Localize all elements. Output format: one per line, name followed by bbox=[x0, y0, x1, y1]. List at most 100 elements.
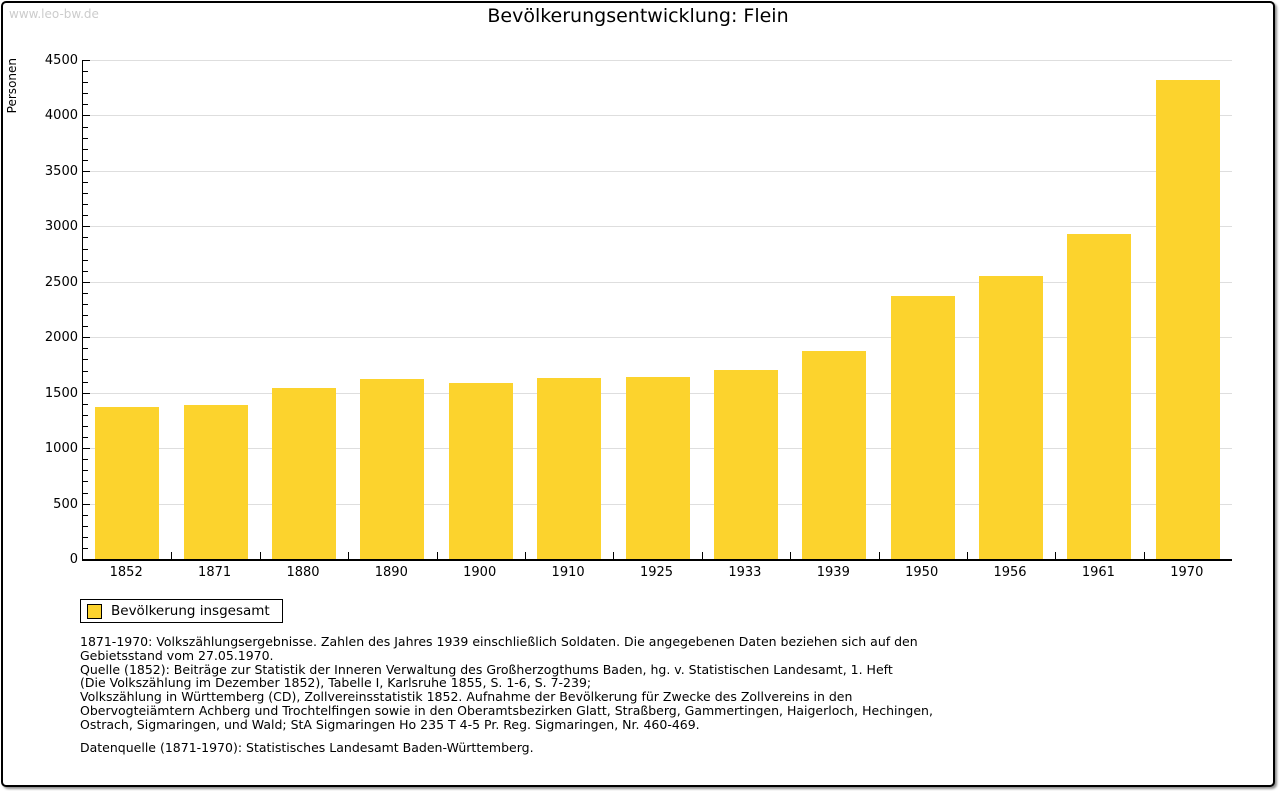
y-minor-tick-1100 bbox=[83, 437, 88, 438]
y-minor-tick-3800 bbox=[83, 137, 88, 139]
y-minor-tick-2400 bbox=[83, 292, 88, 294]
x-tick-label-1871: 1871 bbox=[198, 565, 232, 580]
y-tick-label-3000: 3000 bbox=[44, 219, 78, 235]
y-tick-label-1500: 1500 bbox=[44, 385, 78, 401]
legend-label: Bevölkerung insgesamt bbox=[111, 603, 270, 619]
footnote-line: Ostrach, Sigmaringen, und Wald; StA Sigm… bbox=[80, 716, 700, 732]
y-tick-label-4500: 4500 bbox=[44, 53, 78, 68]
y-major-tick-3000 bbox=[83, 226, 90, 228]
x-axis-tick-labels: 1852 1871 1880 1890 1900 1910 1925 1933 1939 1950… bbox=[82, 565, 1231, 585]
y-minor-tick-2100 bbox=[83, 326, 88, 328]
footnote-line: Quelle (1852): Beiträge zur Statistik de… bbox=[80, 661, 893, 677]
y-minor-tick-1400 bbox=[83, 403, 88, 405]
footnotes: 1871-1970: Volkszählungsergebnisse. Zahl… bbox=[80, 635, 1200, 754]
x-tick bbox=[348, 552, 350, 559]
x-tick bbox=[524, 552, 526, 559]
y-tick-label-0: 0 bbox=[69, 552, 78, 567]
y-minor-tick-200 bbox=[83, 536, 88, 538]
y-minor-tick-1700 bbox=[83, 370, 88, 372]
bar-1970 bbox=[1155, 79, 1220, 559]
y-major-tick-1500 bbox=[83, 392, 90, 394]
y-minor-tick-2600 bbox=[83, 270, 88, 272]
x-tick bbox=[790, 552, 792, 559]
y-minor-tick-100 bbox=[83, 547, 88, 549]
y-minor-tick-2700 bbox=[83, 259, 88, 261]
footnote-line: 1871-1970: Volkszählungsergebnisse. Zahl… bbox=[80, 634, 918, 649]
y-minor-tick-2300 bbox=[83, 304, 88, 305]
bar-1900 bbox=[448, 382, 513, 559]
y-minor-tick-400 bbox=[83, 514, 88, 516]
x-tick-label-1925: 1925 bbox=[639, 565, 674, 580]
y-minor-tick-3100 bbox=[83, 215, 88, 217]
footnote-line: (Die Volkszählung im Dezember 1852), Tab… bbox=[80, 675, 592, 691]
y-major-tick-3500 bbox=[83, 170, 90, 172]
y-major-tick-4000 bbox=[83, 115, 90, 117]
gridline-2500 bbox=[83, 281, 1232, 283]
y-minor-tick-600 bbox=[83, 492, 88, 494]
bar-1961 bbox=[1067, 233, 1132, 559]
bar-1933 bbox=[713, 369, 778, 559]
y-tick-label-4000: 4000 bbox=[44, 108, 78, 124]
bar-1910 bbox=[537, 378, 602, 559]
gridline-2000 bbox=[83, 337, 1232, 339]
x-tick bbox=[436, 552, 438, 559]
x-tick-label-1900: 1900 bbox=[463, 565, 497, 580]
bar-1925 bbox=[625, 376, 690, 559]
footnote-line: Gebietsstand vom 27.05.1970. bbox=[80, 647, 274, 663]
gridline-3000 bbox=[83, 226, 1232, 228]
x-tick bbox=[171, 552, 173, 559]
x-tick bbox=[259, 552, 261, 559]
y-minor-tick-4100 bbox=[83, 104, 88, 106]
bar-1871 bbox=[183, 404, 248, 559]
y-minor-tick-2900 bbox=[83, 237, 88, 239]
y-minor-tick-2800 bbox=[83, 248, 88, 250]
y-tick-label-2000: 2000 bbox=[44, 330, 78, 346]
y-major-tick-500 bbox=[83, 503, 90, 505]
y-minor-tick-3900 bbox=[83, 126, 88, 128]
y-minor-tick-700 bbox=[83, 481, 88, 483]
footnote-line: Obervogteiämtern Achberg und Trochtelfin… bbox=[80, 702, 933, 718]
gridline-4500 bbox=[83, 60, 1232, 61]
bar-1939 bbox=[802, 351, 867, 559]
x-tick-label-1956: 1956 bbox=[993, 565, 1027, 580]
bar-1852 bbox=[95, 406, 160, 559]
y-tick-label-1000: 1000 bbox=[44, 441, 78, 457]
y-minor-tick-800 bbox=[83, 470, 88, 472]
y-minor-tick-300 bbox=[83, 525, 88, 527]
plot-area bbox=[82, 60, 1232, 561]
y-minor-tick-4400 bbox=[83, 71, 88, 73]
datasource-line: Datenquelle (1871-1970): Statistisches L… bbox=[80, 739, 534, 755]
y-minor-tick-4200 bbox=[83, 93, 88, 95]
y-minor-tick-3600 bbox=[83, 159, 88, 161]
x-tick bbox=[878, 552, 880, 559]
bar-1950 bbox=[890, 296, 955, 559]
x-tick bbox=[1143, 552, 1145, 559]
x-tick-label-1933: 1933 bbox=[728, 565, 762, 580]
y-minor-tick-2200 bbox=[83, 315, 88, 316]
x-tick-label-1939: 1939 bbox=[816, 565, 850, 580]
bar-1956 bbox=[979, 275, 1043, 559]
legend: Bevölkerung insgesamt bbox=[80, 599, 283, 623]
watermark: www.leo-bw.de bbox=[9, 7, 99, 21]
y-minor-tick-1300 bbox=[83, 414, 88, 416]
y-major-tick-2500 bbox=[83, 281, 90, 283]
y-minor-tick-1200 bbox=[83, 425, 88, 427]
x-tick-label-1890: 1890 bbox=[374, 565, 408, 580]
y-tick-label-3500: 3500 bbox=[44, 163, 78, 179]
y-tick-label-500: 500 bbox=[53, 496, 78, 512]
y-major-tick-2000 bbox=[83, 337, 90, 339]
y-minor-tick-4300 bbox=[83, 82, 88, 84]
gridline-3500 bbox=[83, 170, 1232, 172]
y-axis-tick-labels: 0 500 1000 1500 2000 2500 3000 3500 4000 4500 bbox=[3, 53, 78, 567]
y-major-tick-1000 bbox=[83, 448, 90, 450]
footnote-line: Volkszählung in Württemberg (CD), Zollve… bbox=[80, 689, 853, 705]
x-tick bbox=[613, 552, 615, 559]
y-minor-tick-900 bbox=[83, 459, 88, 461]
x-tick bbox=[1055, 552, 1057, 559]
y-major-tick-4500 bbox=[83, 60, 90, 61]
gridline-4000 bbox=[83, 115, 1232, 117]
legend-swatch bbox=[87, 603, 102, 619]
x-tick bbox=[701, 552, 703, 559]
y-tick-label-2500: 2500 bbox=[44, 274, 78, 290]
